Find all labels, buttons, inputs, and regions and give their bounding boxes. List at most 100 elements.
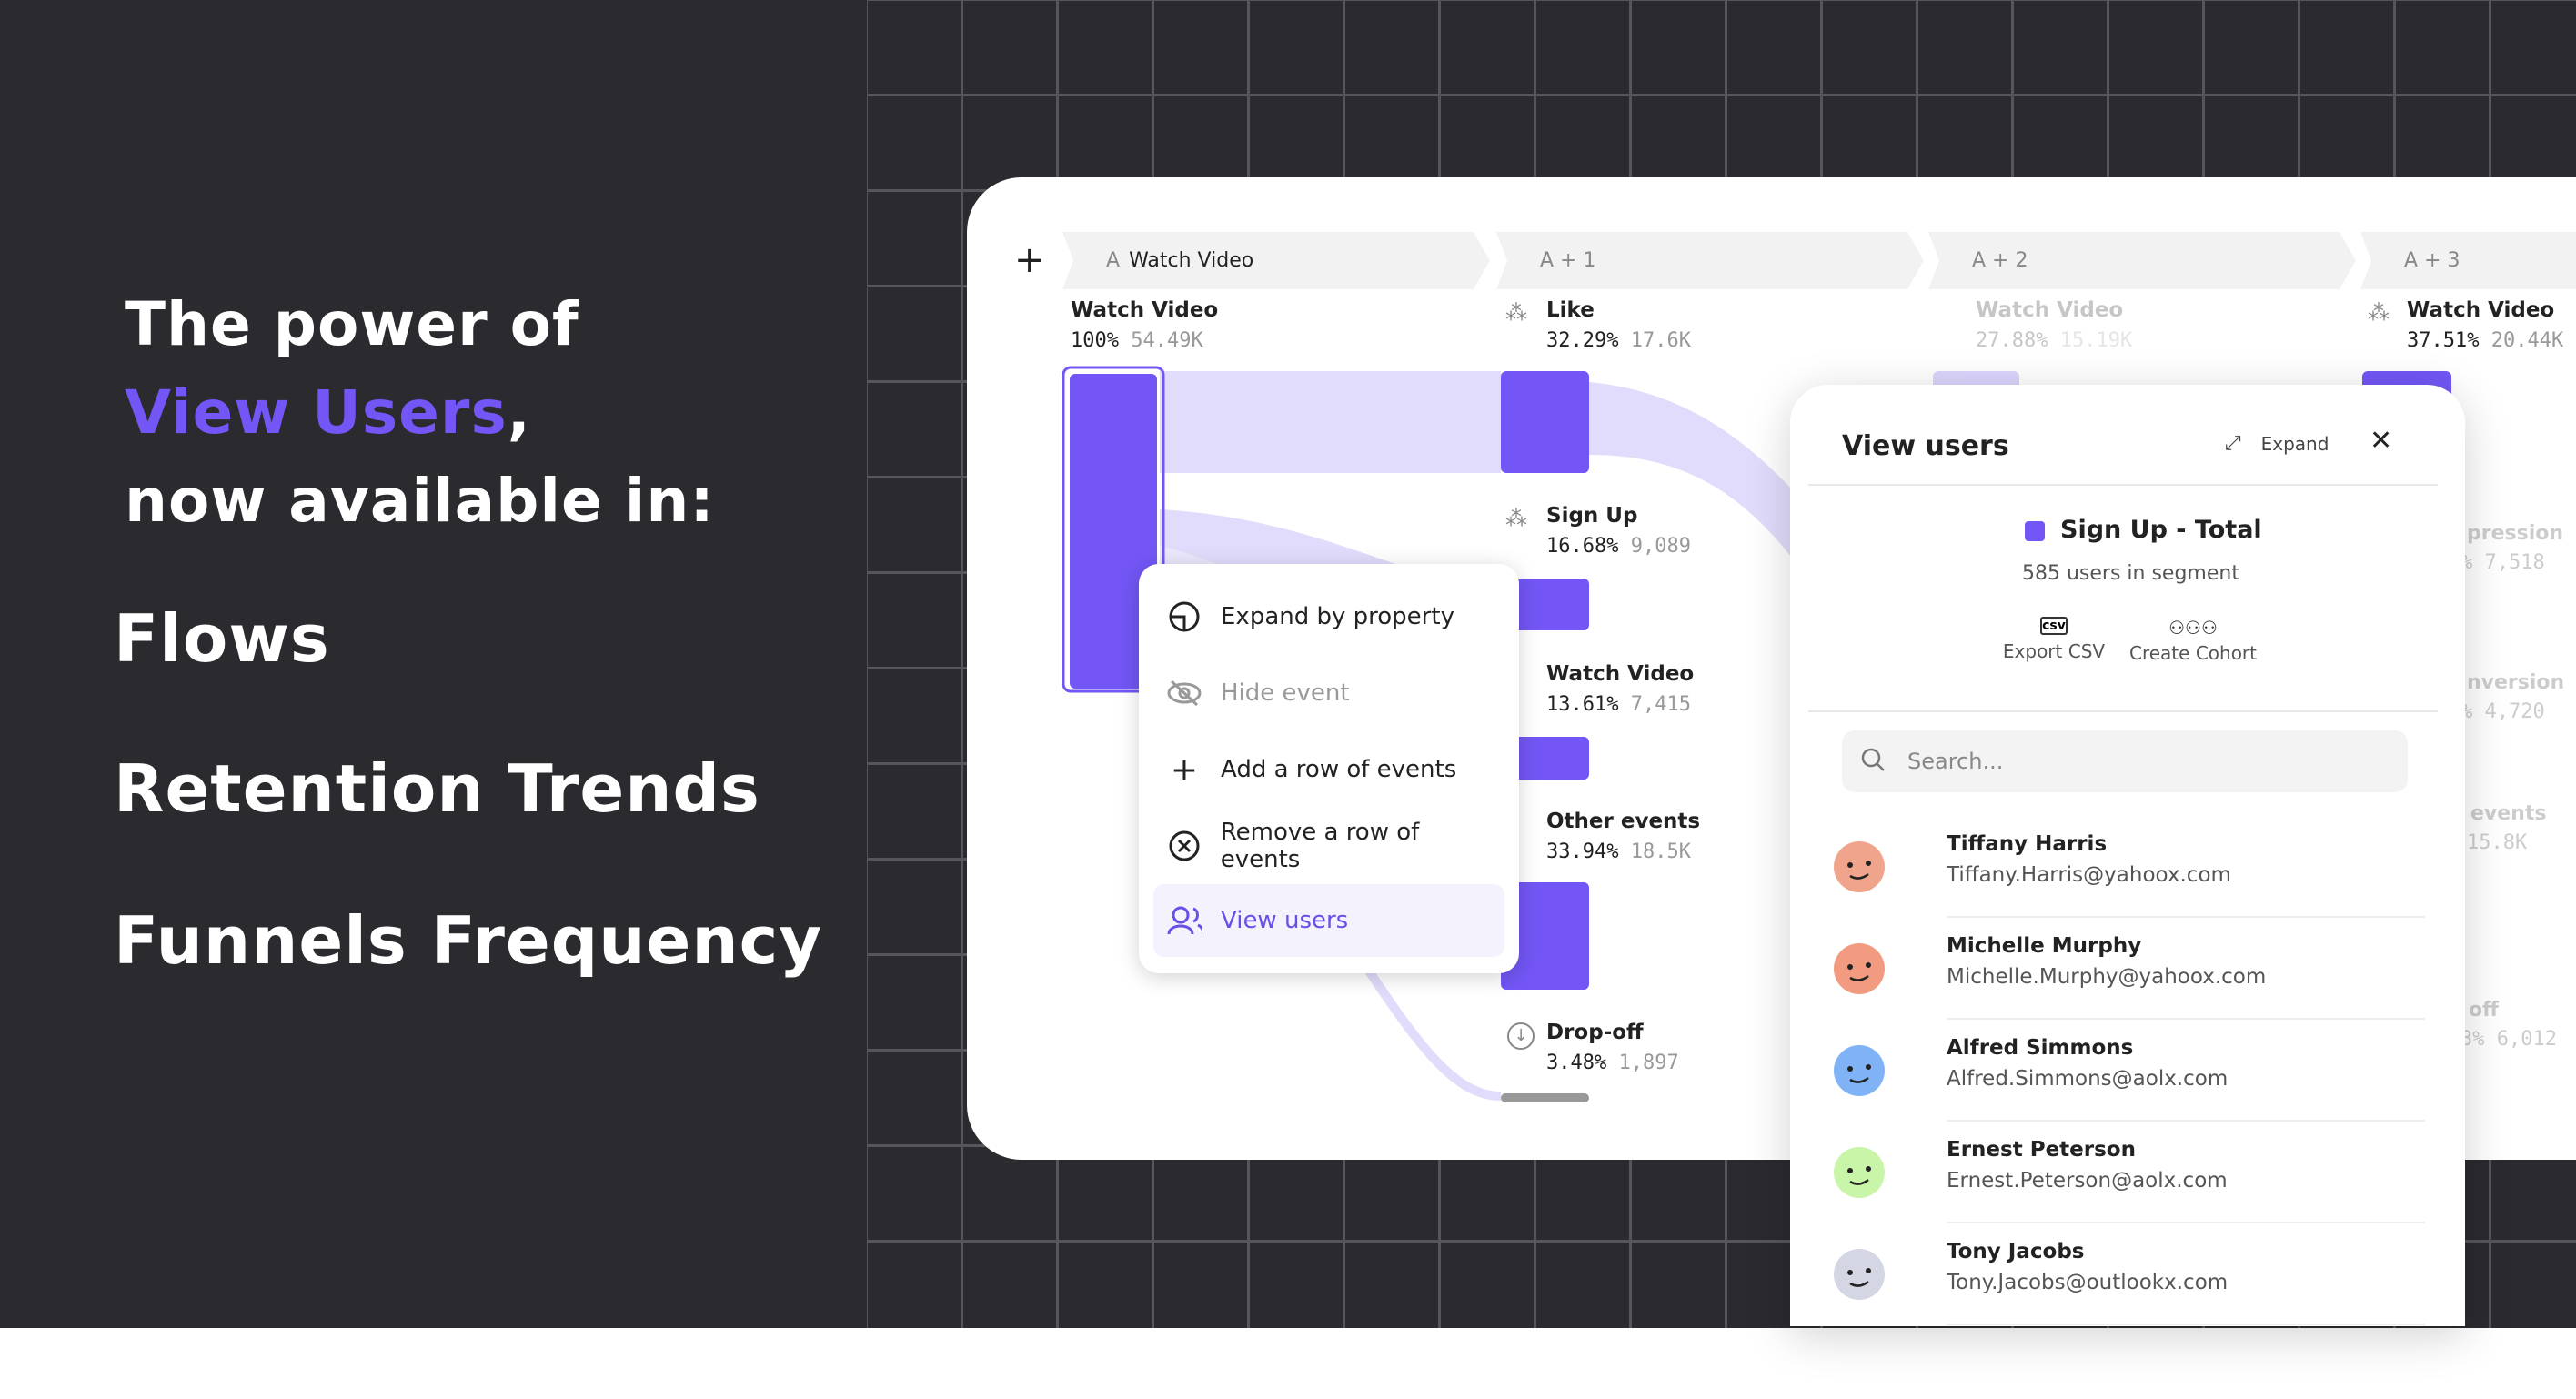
event-value: % 4,720	[2460, 700, 2545, 723]
user-row[interactable]: Ernest Peterson Ernest.Peterson@aolx.com	[1834, 1122, 2425, 1223]
menu-item-label: Remove a row of events	[1220, 819, 1420, 873]
user-name[interactable]: Tony Jacobs	[1947, 1240, 2085, 1263]
headline-line1: The power of	[125, 289, 579, 359]
event-value: 37.51% 20.44K	[2407, 329, 2564, 352]
menu-item-expand-by-property[interactable]: Expand by property	[1153, 580, 1504, 653]
event-value: % 7,518	[2460, 551, 2545, 574]
event-value: 32.29% 17.6K	[1546, 329, 1691, 352]
avatar	[1834, 841, 1885, 892]
event-value: 13.61% 7,415	[1546, 693, 1691, 716]
segment-name: Sign Up - Total	[2060, 516, 2262, 544]
menu-item-label: View users	[1221, 907, 1349, 934]
menu-item-view-users[interactable]: View users	[1153, 884, 1504, 957]
step-label: A + 2	[1972, 249, 2028, 272]
user-email: Michelle.Murphy@yahoox.com	[1947, 965, 2267, 989]
event-value: 27.88% 15.19K	[1976, 329, 2133, 352]
avatar	[1834, 1147, 1885, 1198]
step-label: A + 1	[1540, 249, 1596, 272]
event-name: events	[2470, 802, 2547, 825]
user-email: Alfred.Simmons@aolx.com	[1947, 1067, 2229, 1091]
event-name[interactable]: Watch Video	[1976, 298, 2124, 322]
menu-item-label: Add a row of events	[1221, 756, 1457, 783]
divider	[1947, 1222, 2425, 1223]
click-icon: ⁂	[1505, 506, 1527, 531]
headline-line2: View Users,	[125, 377, 531, 448]
menu-item-label: Expand by property	[1221, 603, 1454, 630]
avatar	[1834, 1249, 1885, 1300]
flow-bar-dropoff[interactable]	[1501, 1093, 1589, 1102]
event-value: 16.68% 9,089	[1546, 535, 1691, 558]
view-users-panel: View users ⤢ Expand ✕ Sign Up - Total 585…	[1790, 385, 2465, 1326]
event-value: 100% 54.49K	[1071, 329, 1203, 352]
event-name[interactable]: Like	[1546, 298, 1595, 322]
feature-funnels-frequency: Funnels Frequency	[114, 902, 823, 979]
user-email: Tiffany.Harris@yahoox.com	[1947, 863, 2231, 887]
search-placeholder: Search...	[1907, 749, 2004, 774]
context-menu: Expand by property Hide event + Add a row…	[1139, 564, 1519, 973]
event-name[interactable]: Watch Video	[1546, 662, 1695, 686]
user-row[interactable]: Michelle Murphy Michelle.Murphy@yahoox.c…	[1834, 918, 2425, 1020]
close-icon[interactable]: ✕	[2370, 425, 2393, 457]
flow-bar-like[interactable]	[1501, 371, 1589, 473]
event-name[interactable]: Sign Up	[1546, 504, 1638, 528]
event-name[interactable]: Watch Video	[1071, 298, 1219, 322]
user-name[interactable]: Alfred Simmons	[1947, 1036, 2134, 1060]
arrow-down-circle-icon: ↓	[1507, 1022, 1535, 1050]
user-row[interactable]: Tony Jacobs Tony.Jacobs@outlookx.com	[1834, 1223, 2425, 1325]
cohort-icon: ⚇⚇⚇	[2168, 617, 2218, 639]
menu-item-remove-row[interactable]: Remove a row of events	[1153, 810, 1504, 882]
user-email: Ernest.Peterson@aolx.com	[1947, 1169, 2228, 1193]
headline-line3: now available in:	[125, 466, 715, 536]
user-name[interactable]: Michelle Murphy	[1947, 934, 2142, 958]
user-name[interactable]: Ernest Peterson	[1947, 1138, 2136, 1162]
step-label: A + 3	[2404, 249, 2460, 272]
step-header-a[interactable]: A Watch Video	[1062, 232, 1490, 289]
menu-item-label: Hide event	[1221, 679, 1350, 707]
expand-arrows-icon: ⤢	[2225, 432, 2241, 455]
divider	[1808, 710, 2438, 712]
click-icon: ⁂	[2368, 300, 2390, 326]
menu-item-hide-event[interactable]: Hide event	[1153, 657, 1504, 730]
close-circle-icon	[1166, 828, 1202, 864]
add-step-button[interactable]: +	[1014, 239, 1045, 281]
divider	[1947, 1120, 2425, 1122]
step-label: Watch Video	[1129, 249, 1254, 272]
export-label: Export CSV	[2002, 640, 2106, 662]
feature-flows: Flows	[114, 600, 330, 677]
segment-count: 585 users in segment	[2022, 562, 2239, 585]
event-name: pression	[2467, 522, 2564, 545]
flow-link-dropoff	[1360, 961, 1502, 1101]
click-icon: ⁂	[1505, 300, 1527, 326]
flow-link-like	[1160, 371, 1501, 473]
flow-link-like-out	[1589, 382, 1810, 582]
divider	[1947, 1018, 2425, 1020]
event-value: 33.94% 18.5K	[1546, 840, 1691, 863]
event-name: off	[2469, 999, 2499, 1022]
avatar	[1834, 943, 1885, 994]
event-value: 3.48% 1,897	[1546, 1052, 1679, 1074]
step-header-a3[interactable]: A + 3	[2360, 232, 2576, 289]
user-row[interactable]: Tiffany Harris Tiffany.Harris@yahoox.com	[1834, 816, 2425, 918]
expand-property-icon	[1166, 599, 1202, 635]
export-csv-button[interactable]: csv Export CSV	[1995, 617, 2113, 662]
event-name[interactable]: Drop-off	[1546, 1021, 1644, 1044]
create-cohort-button[interactable]: ⚇⚇⚇ Create Cohort	[2116, 617, 2270, 664]
expand-label: Expand	[2260, 432, 2329, 455]
step-header-a1[interactable]: A + 1	[1496, 232, 1924, 289]
event-name: nversion	[2467, 671, 2565, 694]
user-name[interactable]: Tiffany Harris	[1947, 832, 2108, 856]
event-value: 3% 6,012	[2460, 1028, 2557, 1051]
event-name[interactable]: Other events	[1546, 810, 1701, 833]
avatar	[1834, 1045, 1885, 1096]
menu-item-add-row[interactable]: + Add a row of events	[1153, 733, 1504, 806]
segment-color-swatch	[2025, 521, 2045, 541]
divider	[1947, 1324, 2425, 1325]
panel-title: View users	[1842, 430, 2009, 462]
expand-button[interactable]: ⤢ Expand	[2225, 432, 2329, 455]
event-value: 15.8K	[2467, 831, 2528, 854]
search-input[interactable]: Search...	[1842, 730, 2408, 792]
user-row[interactable]: Alfred Simmons Alfred.Simmons@aolx.com	[1834, 1020, 2425, 1122]
step-header-a2[interactable]: A + 2	[1928, 232, 2356, 289]
event-name[interactable]: Watch Video	[2407, 298, 2555, 322]
headline-highlight: View Users	[125, 377, 508, 448]
